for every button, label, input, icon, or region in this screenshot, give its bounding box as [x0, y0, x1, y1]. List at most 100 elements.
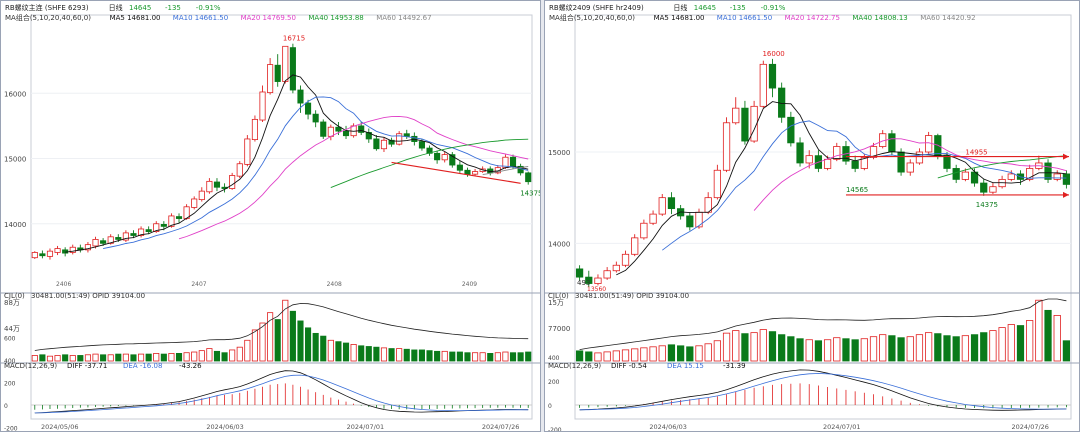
volume-bar	[759, 329, 767, 362]
volume-bar	[289, 310, 296, 362]
volume-bar	[77, 355, 84, 362]
candle-body	[732, 107, 740, 124]
volume-bar	[1062, 340, 1071, 362]
volume-bar	[989, 330, 997, 362]
candle-body	[980, 182, 988, 193]
macd-tick-label: 400	[548, 355, 560, 362]
chart-title: RB螺纹主连 (SHFE 6293)	[5, 3, 89, 12]
candle-body	[153, 223, 160, 232]
volume-bar	[236, 346, 243, 362]
volume-bar	[952, 336, 960, 362]
ma-legend-ma5: MA5 14681.00	[654, 14, 705, 22]
macd-diff-line	[34, 370, 529, 414]
volume-bar	[1026, 320, 1034, 362]
volume-bar	[312, 332, 319, 362]
volume-bar	[823, 339, 832, 362]
period-label: 日线	[673, 3, 687, 12]
volume-bar	[373, 346, 380, 362]
ma-legend-ma5: MA5 14681.00	[110, 14, 161, 22]
candle-body	[342, 130, 350, 137]
candle-body	[236, 163, 243, 177]
volume-bar	[441, 350, 448, 362]
volume-bar	[327, 339, 334, 362]
candle-body	[31, 252, 38, 259]
macd-tick-label: 200	[4, 381, 16, 388]
macd-tick-label: 0	[4, 403, 8, 410]
candle-body	[122, 232, 129, 241]
volume-bar	[456, 351, 463, 362]
macd-label: MACD(12,26,9)	[548, 362, 601, 370]
volume-bar	[274, 319, 281, 362]
volume-bar	[84, 354, 91, 362]
ma-legend-ma60: MA60 14420.92	[920, 14, 975, 22]
month-label: 2408	[327, 281, 342, 288]
candle-body	[575, 268, 584, 278]
macd-tick-label: 200	[548, 379, 560, 386]
candle-body	[594, 277, 602, 284]
candle-body	[380, 139, 388, 150]
candle-body	[1053, 173, 1061, 180]
candle-body	[750, 105, 758, 142]
candle-body	[46, 250, 54, 257]
candle-body	[943, 155, 951, 169]
volume-bar	[62, 354, 69, 362]
volume-bar	[411, 349, 418, 362]
low-price-label: 14375	[520, 190, 540, 198]
last-price: 14645	[694, 4, 716, 12]
candle-body	[741, 107, 749, 142]
ma-line-ma5	[65, 74, 529, 253]
candle-body	[441, 154, 448, 161]
volume-bar	[879, 334, 887, 362]
y-tick-label: 15000	[4, 156, 26, 164]
volume-bar	[842, 338, 850, 362]
candle-body	[851, 160, 859, 169]
volume-bar	[175, 353, 183, 362]
volume-bar	[221, 352, 228, 362]
candle-body	[213, 181, 221, 188]
candle-body	[145, 229, 152, 232]
volume-bar	[906, 336, 914, 362]
candle-body	[54, 248, 61, 253]
volume-bar	[426, 350, 433, 362]
volume-bar	[970, 334, 979, 362]
volume-bar	[704, 343, 712, 362]
volume-bar	[403, 348, 410, 362]
volume-bar	[768, 331, 777, 362]
volume-bar	[380, 347, 388, 362]
candle-body	[449, 154, 456, 166]
chart-right: RB螺纹2409 (SHFE hr2409) 日线 14645 -135 -0.91% M…	[545, 3, 1079, 431]
volume-bar	[943, 335, 951, 362]
volume-bar	[449, 351, 456, 362]
y-tick-label: 15000	[548, 149, 570, 157]
candle-body	[175, 216, 183, 219]
ma-line-ma10	[662, 120, 1067, 251]
candle-body	[713, 169, 721, 199]
candle-body	[1044, 162, 1052, 180]
volume-bar	[92, 353, 99, 362]
month-label: 2409	[462, 281, 477, 288]
volume-bar	[213, 350, 221, 362]
candle-body	[274, 64, 281, 82]
candle-body	[191, 198, 198, 208]
candle-body	[168, 215, 175, 227]
volume-bar	[1053, 315, 1061, 362]
candle-body	[138, 228, 145, 236]
volume-bar	[244, 339, 251, 362]
volume-tick-label: 15万	[548, 299, 564, 307]
open-interest-line	[579, 298, 1067, 350]
candle-body	[115, 237, 122, 240]
month-label: 2406	[56, 281, 71, 288]
macd-tick-label: 600	[4, 336, 16, 343]
candle-body	[282, 45, 289, 82]
candle-body	[312, 113, 319, 123]
candle-body	[509, 156, 517, 167]
candle-body	[961, 171, 969, 180]
ma-legend-ma10: MA10 14661.50	[173, 14, 228, 22]
volume-bar	[741, 333, 749, 362]
candle-body	[1062, 173, 1071, 185]
volume-values: 30481.00(51:49) OPID 39104.00	[575, 292, 689, 300]
ma-legend-ma10: MA10 14661.50	[717, 14, 772, 22]
level-line-arrow	[1063, 191, 1069, 198]
date-tick-label: 2024/06/03	[649, 423, 686, 431]
candle-body	[472, 171, 479, 175]
